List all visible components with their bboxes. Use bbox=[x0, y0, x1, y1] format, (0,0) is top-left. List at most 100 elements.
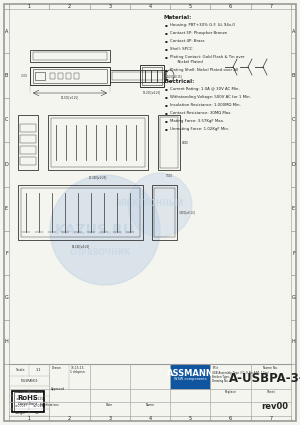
Text: B: B bbox=[5, 73, 8, 78]
Text: ±Angle: ±Angle bbox=[15, 411, 26, 415]
Text: ±.1: ±.1 bbox=[18, 390, 23, 394]
Text: 2: 2 bbox=[68, 4, 71, 9]
Text: Mating Force: 3.57KgF Max.: Mating Force: 3.57KgF Max. bbox=[170, 119, 224, 123]
Text: RoHS: RoHS bbox=[18, 396, 38, 402]
Text: H: H bbox=[4, 339, 8, 344]
Text: 2: 2 bbox=[68, 416, 71, 421]
Text: 11.340[±0.25]: 11.340[±0.25] bbox=[89, 175, 107, 179]
Text: ASSMANN: ASSMANN bbox=[167, 369, 214, 378]
Text: Date: Date bbox=[106, 403, 113, 407]
Bar bbox=[154, 188, 175, 237]
Text: ±0°: ±0° bbox=[35, 411, 41, 415]
Text: 13.200[±0.25]: 13.200[±0.25] bbox=[143, 90, 161, 94]
Text: ▪: ▪ bbox=[165, 95, 168, 99]
Bar bbox=[20, 135, 36, 143]
Text: 4.500[±0.15]: 4.500[±0.15] bbox=[166, 74, 183, 78]
Text: Modifications: Modifications bbox=[39, 403, 59, 407]
Bar bbox=[20, 146, 36, 154]
Text: 3.500: 3.500 bbox=[166, 174, 172, 178]
Bar bbox=[48, 115, 148, 170]
Bar bbox=[20, 124, 36, 132]
Text: 3.400[±0.13]: 3.400[±0.13] bbox=[179, 210, 196, 215]
Text: D: D bbox=[292, 162, 295, 167]
Text: G: G bbox=[4, 295, 8, 300]
Bar bbox=[30, 50, 110, 62]
Text: ▪: ▪ bbox=[165, 119, 168, 123]
Text: D: D bbox=[4, 162, 8, 167]
Text: Material:: Material: bbox=[163, 15, 191, 20]
Text: H: H bbox=[292, 339, 295, 344]
Bar bbox=[58, 73, 63, 79]
Text: 1 chkprsn: 1 chkprsn bbox=[70, 370, 85, 374]
Bar bbox=[170, 364, 210, 389]
Text: A: A bbox=[292, 29, 295, 34]
Text: ▪: ▪ bbox=[165, 111, 168, 115]
Bar bbox=[152, 185, 177, 240]
Text: Title: Title bbox=[212, 366, 219, 370]
Bar bbox=[112, 72, 163, 80]
Text: ▪: ▪ bbox=[165, 23, 168, 27]
Text: TOLERANCE: TOLERANCE bbox=[20, 380, 38, 383]
Bar bbox=[142, 67, 162, 85]
Text: 7: 7 bbox=[269, 416, 272, 421]
Text: Withstanding Voltage: 500V AC for 1 Min.: Withstanding Voltage: 500V AC for 1 Min. bbox=[170, 95, 251, 99]
Bar bbox=[33, 69, 107, 83]
Text: 1: 1 bbox=[28, 416, 31, 421]
Text: G: G bbox=[292, 295, 295, 300]
Text: 5: 5 bbox=[189, 416, 192, 421]
Text: A-USBPA-3-R: A-USBPA-3-R bbox=[229, 372, 300, 385]
Text: Plating Shell: Nickel Plated over All: Plating Shell: Nickel Plated over All bbox=[170, 68, 238, 72]
Text: 9.000: 9.000 bbox=[182, 141, 189, 145]
Text: F: F bbox=[292, 251, 295, 255]
Text: ▪: ▪ bbox=[165, 103, 168, 107]
Text: 4: 4 bbox=[148, 4, 152, 9]
Text: ±.005: ±.005 bbox=[16, 397, 25, 401]
Text: Insulation Resistance: 1,000MΩ Min.: Insulation Resistance: 1,000MΩ Min. bbox=[170, 103, 241, 107]
Bar bbox=[30, 67, 110, 85]
Text: E: E bbox=[292, 206, 295, 211]
Text: ±0.013: ±0.013 bbox=[32, 404, 44, 408]
Bar bbox=[18, 185, 143, 240]
Bar bbox=[160, 117, 178, 168]
Text: ▪: ▪ bbox=[165, 68, 168, 72]
Bar bbox=[14, 392, 43, 411]
Text: Plating Contact: Gold Flash & Tin over: Plating Contact: Gold Flash & Tin over bbox=[170, 55, 244, 59]
Text: 1:1: 1:1 bbox=[35, 368, 41, 372]
Bar bbox=[35, 72, 45, 80]
Text: ▪: ▪ bbox=[165, 87, 168, 91]
Text: C: C bbox=[5, 117, 8, 122]
Text: 5: 5 bbox=[189, 4, 192, 9]
Text: Shell: SPCC: Shell: SPCC bbox=[170, 47, 193, 51]
Text: 3: 3 bbox=[108, 416, 111, 421]
Text: Unmating Force: 1.02KgF Min.: Unmating Force: 1.02KgF Min. bbox=[170, 127, 229, 131]
Bar bbox=[74, 73, 79, 79]
Text: Contact 4P: Brass: Contact 4P: Brass bbox=[170, 39, 205, 43]
Text: ЭЛЕКТРОННЫЙ: ЭЛЕКТРОННЫЙ bbox=[116, 198, 184, 207]
Text: F: F bbox=[5, 251, 8, 255]
Text: E: E bbox=[5, 206, 8, 211]
Text: ±.0005: ±.0005 bbox=[14, 404, 26, 408]
Text: Drawing No.: Drawing No. bbox=[212, 379, 229, 383]
Text: Sheet: Sheet bbox=[266, 390, 275, 394]
Text: 3: 3 bbox=[108, 4, 111, 9]
Text: WSW components: WSW components bbox=[174, 377, 207, 382]
Text: 4: 4 bbox=[148, 416, 152, 421]
Bar bbox=[33, 52, 107, 60]
Bar bbox=[158, 115, 180, 170]
Text: ▪: ▪ bbox=[165, 31, 168, 35]
Text: 6: 6 bbox=[229, 4, 232, 9]
Text: C: C bbox=[292, 117, 295, 122]
Text: ±0.125: ±0.125 bbox=[32, 397, 44, 401]
Bar bbox=[110, 70, 165, 82]
Text: Name No.: Name No. bbox=[263, 366, 278, 370]
Text: rev00: rev00 bbox=[261, 402, 288, 411]
Text: Current Rating: 1.0A @ 30V AC Min.: Current Rating: 1.0A @ 30V AC Min. bbox=[170, 87, 240, 91]
Bar bbox=[12, 391, 44, 412]
Text: 1: 1 bbox=[28, 4, 31, 9]
Bar bbox=[140, 65, 164, 87]
Text: Broken Type,: Broken Type, bbox=[212, 375, 230, 379]
Bar bbox=[66, 73, 71, 79]
Text: ▪: ▪ bbox=[165, 39, 168, 43]
Bar bbox=[51, 118, 145, 167]
Text: Housing: PBT+30% G.F. UL 94v-0: Housing: PBT+30% G.F. UL 94v-0 bbox=[170, 23, 235, 27]
